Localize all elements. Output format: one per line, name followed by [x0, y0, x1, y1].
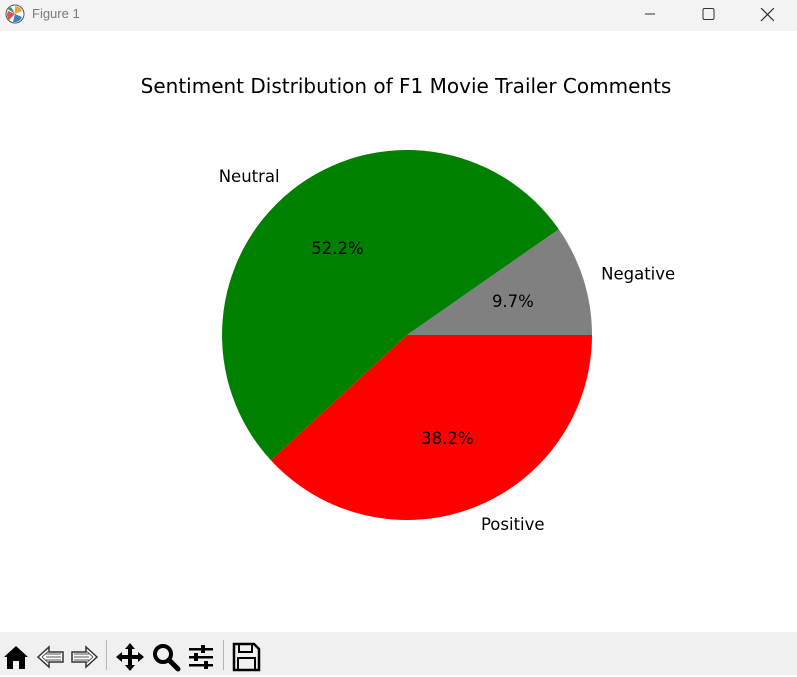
configure-subplots-button[interactable]: [185, 641, 217, 673]
forward-arrow-icon: [71, 645, 99, 669]
pie-pct-label-neutral: 52.2%: [311, 239, 363, 258]
window-title: Figure 1: [32, 6, 80, 21]
window-titlebar: Figure 1: [0, 0, 797, 31]
toolbar-separator: [106, 640, 107, 670]
zoom-button[interactable]: [150, 641, 182, 673]
close-icon: [760, 8, 774, 22]
maximize-icon: [702, 8, 715, 20]
pie-slice-positive: [270, 335, 592, 520]
pie-pct-label-positive: 38.2%: [421, 429, 473, 448]
minimize-button[interactable]: [621, 0, 679, 31]
matplotlib-icon: [5, 4, 25, 24]
chart-title: Sentiment Distribution of F1 Movie Trail…: [140, 74, 672, 98]
forward-button[interactable]: [68, 641, 100, 673]
toolbar-separator: [223, 640, 224, 670]
home-button[interactable]: [0, 641, 32, 673]
pie-label-neutral: Neutral: [219, 167, 280, 186]
home-icon: [4, 646, 28, 669]
pan-button[interactable]: [114, 641, 146, 673]
zoom-icon: [153, 644, 181, 672]
pan-icon: [116, 643, 144, 671]
back-button[interactable]: [35, 641, 67, 673]
configure-subplots-icon: [189, 645, 213, 669]
navigation-toolbar: [0, 632, 797, 675]
pie-label-positive: Positive: [481, 515, 545, 534]
pie-slice-negative: [407, 229, 592, 335]
close-button[interactable]: [738, 0, 796, 31]
save-icon: [232, 642, 261, 672]
back-arrow-icon: [36, 645, 64, 669]
pie-pct-label-negative: 9.7%: [492, 292, 534, 311]
pie-slice-neutral: [222, 150, 559, 461]
pie-label-negative: Negative: [601, 265, 675, 284]
pie-chart: 9.7% Negative 52.2% Neutral 38.2% Positive: [219, 150, 675, 534]
minimize-icon: [645, 13, 655, 15]
save-button[interactable]: [230, 641, 262, 673]
maximize-button[interactable]: [679, 0, 737, 31]
